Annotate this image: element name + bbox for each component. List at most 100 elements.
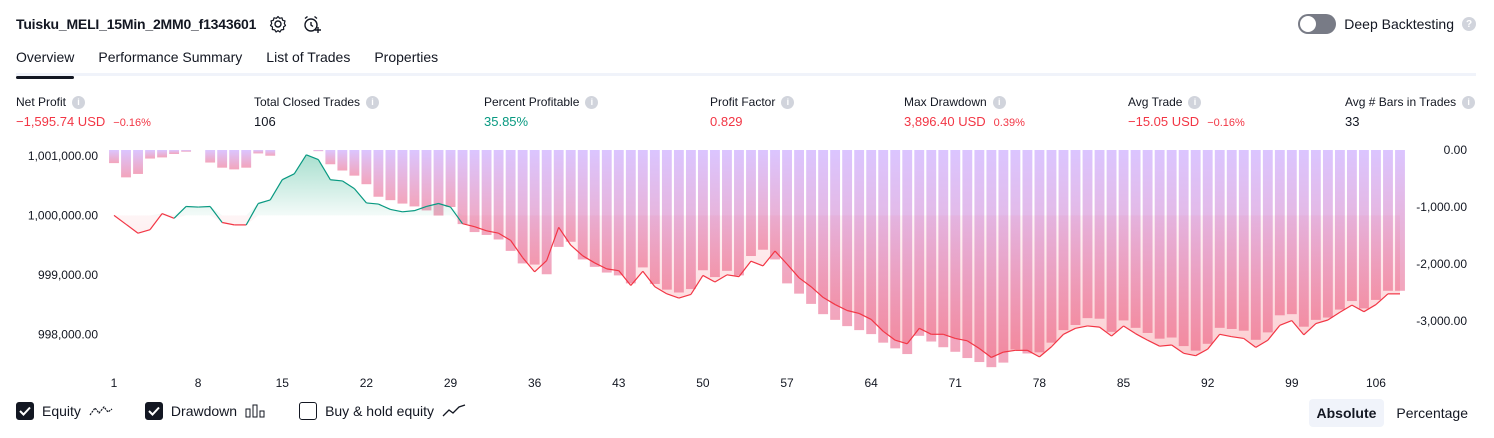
metric-label: Net Profit <box>16 95 67 109</box>
right-axis-tick: -3,000.00 <box>1416 314 1467 328</box>
equity-line-segment <box>786 263 800 279</box>
equity-line-segment <box>798 277 812 288</box>
equity-line-segment <box>642 270 656 288</box>
equity-line-segment <box>1303 323 1317 336</box>
info-icon[interactable]: i <box>1462 95 1476 109</box>
drawdown-bar <box>734 150 744 276</box>
metric-value: 3,896.40 USD <box>904 114 986 129</box>
metric-label: Avg # Bars in Trades <box>1345 95 1457 109</box>
metric-value: 0.829 <box>710 114 743 129</box>
chart-legend: Equity Drawdown Buy & hold equity <box>16 402 498 420</box>
equity-line-segment <box>330 179 343 182</box>
equity-checkbox[interactable] <box>16 402 34 420</box>
drawdown-bar <box>457 150 468 225</box>
drawdown-bar <box>253 150 264 154</box>
info-icon[interactable]: i <box>992 95 1006 109</box>
drawdown-bar <box>313 150 324 152</box>
equity-line-segment <box>750 260 764 267</box>
info-icon[interactable]: i <box>366 95 380 109</box>
absolute-button[interactable]: Absolute <box>1308 399 1385 427</box>
equity-line-segment <box>666 293 680 299</box>
drawdown-bar <box>157 150 168 158</box>
drawdown-bar <box>770 150 780 260</box>
equity-line-segment <box>738 260 752 277</box>
equity-line-segment <box>390 208 403 213</box>
equity-line-segment <box>978 348 992 358</box>
drawdown-bar <box>697 150 708 271</box>
equity-line-segment <box>269 179 283 201</box>
strategy-header: Tuisku_MELI_15Min_2MM0_f1343601 <box>16 12 324 36</box>
equity-line-segment <box>353 188 367 204</box>
equity-line-segment <box>1087 325 1100 328</box>
equity-line-segment <box>1171 344 1185 354</box>
x-axis-tick: 8 <box>195 376 202 390</box>
buy-hold-checkbox[interactable] <box>299 402 318 420</box>
equity-line-segment <box>1291 320 1305 336</box>
info-icon[interactable]: i <box>585 95 599 109</box>
drawdown-bar <box>181 150 192 152</box>
info-icon[interactable]: i <box>1188 95 1202 109</box>
equity-line-segment <box>1339 304 1353 313</box>
info-icon[interactable]: i <box>72 95 86 109</box>
x-axis-tick: 71 <box>949 376 963 390</box>
equity-line-segment <box>1327 311 1341 321</box>
info-icon[interactable]: i <box>781 95 795 109</box>
drawdown-bar <box>421 150 432 211</box>
deep-backtesting-toggle[interactable] <box>1298 14 1337 34</box>
equity-line-segment <box>1267 324 1281 341</box>
drawdown-bars-icon <box>245 404 265 418</box>
help-icon[interactable]: ? <box>1462 17 1476 31</box>
x-axis-tick: 92 <box>1201 376 1215 390</box>
x-axis-tick: 64 <box>865 376 879 390</box>
equity-line-segment <box>402 210 415 213</box>
drawdown-bar <box>397 150 408 204</box>
left-axis-tick: 1,000,000.00 <box>28 208 98 222</box>
drawdown-bar <box>613 150 624 276</box>
equity-line-segment <box>943 333 956 340</box>
tab-performance-summary[interactable]: Performance Summary <box>98 49 243 65</box>
legend-label: Buy & hold equity <box>325 403 435 419</box>
metric-percent-profitable: Percent Profitable i 35.85% <box>484 94 599 129</box>
equity-line-segment <box>1219 333 1232 338</box>
legend-equity[interactable]: Equity <box>16 402 113 420</box>
legend-buy-hold[interactable]: Buy & hold equity <box>299 402 466 420</box>
equity-line-segment <box>293 154 307 175</box>
add-alert-icon[interactable] <box>300 12 324 36</box>
equity-line-segment <box>846 309 860 315</box>
drawdown-bar <box>565 150 576 242</box>
x-axis-tick: 57 <box>780 376 794 390</box>
equity-line-segment <box>510 240 524 258</box>
report-tabs: Overview Performance Summary List of Tra… <box>16 44 1476 79</box>
equity-line-segment <box>1075 325 1088 329</box>
x-axis-tick: 36 <box>528 376 542 390</box>
drawdown-bar <box>505 150 516 251</box>
drawdown-bar <box>217 150 228 168</box>
settings-icon[interactable] <box>266 12 290 36</box>
drawdown-bar <box>409 150 420 207</box>
percentage-button[interactable]: Percentage <box>1396 405 1468 421</box>
display-mode: Absolute Percentage <box>1308 399 1477 427</box>
tab-overview[interactable]: Overview <box>16 44 75 79</box>
equity-line-segment <box>462 223 475 228</box>
equity-line-segment <box>1003 349 1016 353</box>
equity-line-segment <box>594 262 608 270</box>
drawdown-bar <box>541 150 552 275</box>
tab-list-of-trades[interactable]: List of Trades <box>266 49 351 65</box>
equity-line-segment <box>570 244 584 257</box>
strategy-name: Tuisku_MELI_15Min_2MM0_f1343601 <box>16 16 257 32</box>
equity-line-segment <box>822 296 836 306</box>
equity-line-segment <box>774 250 788 265</box>
drawdown-bar <box>145 150 155 159</box>
tab-properties[interactable]: Properties <box>374 49 439 65</box>
metric-avg-bars: Avg # Bars in Trades i 33 <box>1345 94 1476 129</box>
equity-line-icon <box>89 406 113 416</box>
equity-line-segment <box>558 226 572 246</box>
equity-line-segment <box>1027 349 1040 358</box>
equity-line-segment <box>870 318 884 332</box>
equity-drawdown-chart[interactable]: 1,001,000.00 1,000,000.00 999,000.00 998,00… <box>0 142 1494 392</box>
legend-drawdown[interactable]: Drawdown <box>144 402 267 420</box>
equity-line-segment <box>726 274 740 278</box>
x-axis-tick: 78 <box>1033 376 1047 390</box>
drawdown-checkbox[interactable] <box>144 402 163 420</box>
equity-line-segment <box>1183 352 1196 357</box>
